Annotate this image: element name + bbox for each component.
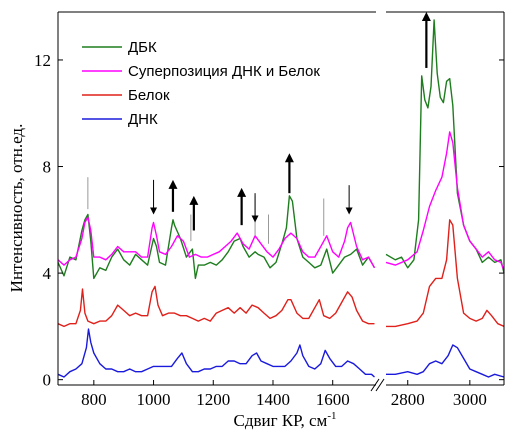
- legend-label-1: ДБК: [128, 39, 157, 56]
- x-tick-label-0-2: 1200: [196, 390, 230, 409]
- series-line-1-segment-2: [385, 19, 505, 274]
- x-tick-label-1-1: 3000: [453, 390, 487, 409]
- series-line-2-segment-1: [57, 216, 376, 269]
- axis-break-mark-2: [375, 378, 385, 392]
- arrow-2-head: [345, 207, 353, 215]
- x-tick-label-0-0: 800: [81, 390, 107, 409]
- legend-label-3: Белок: [128, 87, 170, 104]
- series-line-4-segment-1: [57, 328, 375, 378]
- x-axis-title-superscript: -1: [327, 410, 336, 422]
- arrow-8-head: [421, 12, 431, 21]
- legend-label-2: Суперпозиция ДНК и Белок: [128, 63, 320, 80]
- series-line-3-segment-2: [386, 219, 505, 328]
- series-line-3-segment-1: [57, 285, 375, 328]
- y-tick-label-3: 12: [34, 51, 51, 70]
- legend: ДБК Суперпозиция ДНК и Белок Белок ДНК: [82, 39, 320, 128]
- x-tick-label-0-3: 1400: [256, 390, 290, 409]
- plot-frame: [57, 11, 505, 392]
- arrow-6-head: [237, 187, 247, 197]
- x-axis-title: Сдвиг КР, см-1: [234, 410, 337, 430]
- x-axis-title-main: Сдвиг КР, см: [234, 411, 328, 430]
- series-line-4-segment-2: [386, 344, 505, 378]
- legend-label-4: ДНК: [128, 111, 158, 128]
- y-tick-label-1: 4: [43, 264, 52, 283]
- x-tick-label-0-4: 1600: [316, 390, 350, 409]
- axis-ticks: 800 1000 1200 1400 1600 2800 3000 0 4 8 12: [34, 51, 504, 409]
- y-tick-label-2: 8: [43, 158, 52, 177]
- y-tick-label-0: 0: [43, 371, 52, 390]
- axis-break-mark-1: [370, 378, 380, 392]
- arrow-5-head: [189, 195, 199, 205]
- arrow-3-head: [251, 215, 259, 223]
- x-tick-label-1-0: 2800: [391, 390, 425, 409]
- x-tick-label-0-1: 1000: [137, 390, 171, 409]
- arrow-7-head: [284, 153, 294, 163]
- plot-lines: [57, 19, 505, 378]
- arrow-4-head: [168, 179, 178, 189]
- series-line-2-segment-2: [385, 131, 505, 271]
- arrow-1-head: [150, 207, 158, 215]
- series-line-1-segment-1: [57, 195, 376, 280]
- annotations: [87, 12, 431, 244]
- y-axis-title: Интенсивность, отн.ед.: [7, 124, 26, 293]
